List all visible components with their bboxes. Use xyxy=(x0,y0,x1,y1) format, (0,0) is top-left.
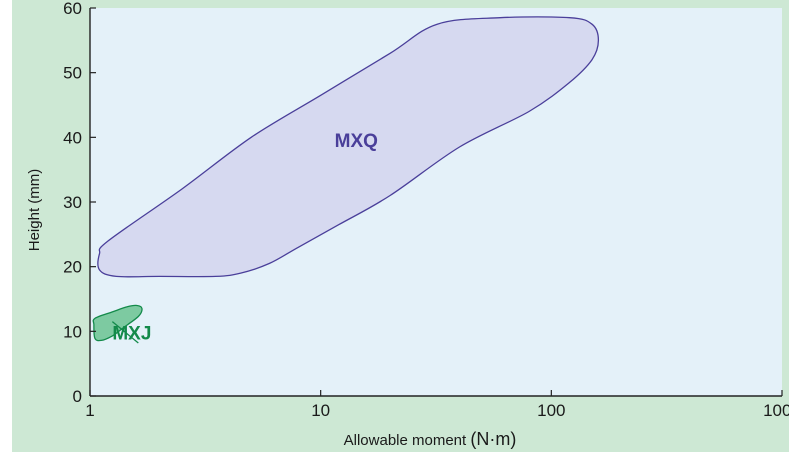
y-tick-label: 10 xyxy=(63,322,82,341)
x-axis-label: Allowable moment (N·m) xyxy=(344,429,517,449)
mxq-region xyxy=(97,16,600,278)
mxj-leader-line xyxy=(111,321,139,344)
y-tick-label: 40 xyxy=(63,128,82,147)
y-tick-label: 30 xyxy=(63,193,82,212)
regions-layer: MXQ MXJ xyxy=(92,16,600,345)
y-tick-label: 0 xyxy=(73,387,82,406)
x-axis-label-text: Allowable moment xyxy=(344,432,471,449)
mxj-region xyxy=(92,304,143,342)
x-tick-label: 10 xyxy=(311,401,330,420)
y-tick-label: 50 xyxy=(63,64,82,83)
y-tick-label: 20 xyxy=(63,258,82,277)
mxq-label: MXQ xyxy=(335,131,378,152)
y-tick-label: 60 xyxy=(63,0,82,18)
x-axis-label-unit: (N·m) xyxy=(470,429,516,449)
x-tick-label: 1 xyxy=(85,401,94,420)
x-tick-label: 100 xyxy=(537,401,565,420)
y-axis-label: Height (mm) xyxy=(26,169,43,252)
mxj-label: MXJ xyxy=(112,324,151,345)
